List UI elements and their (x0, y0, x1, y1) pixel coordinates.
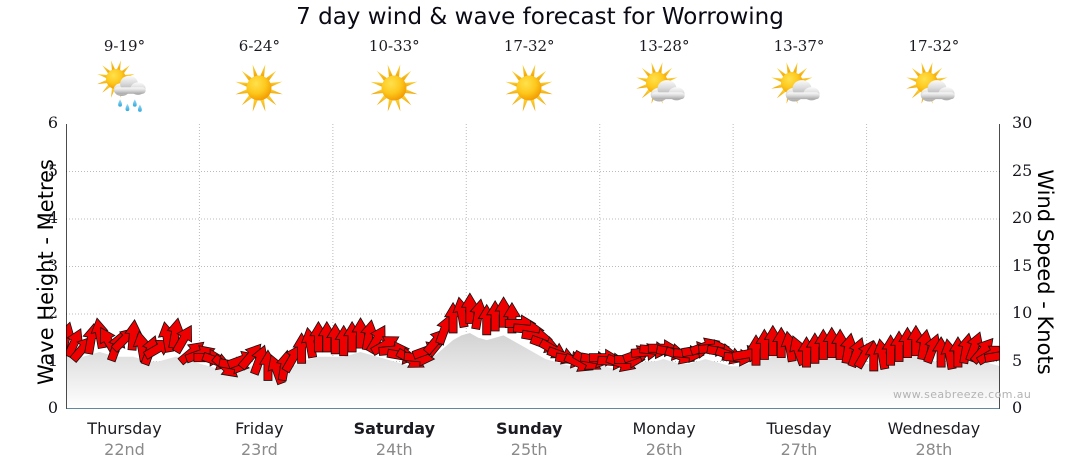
day-date: 26th (645, 440, 683, 459)
day-label-saturday: Saturday 24th (327, 418, 462, 461)
day-date: 22nd (104, 440, 145, 459)
sun-cloud-icon (629, 57, 699, 119)
day-temperature-range: 17-32° (503, 37, 555, 55)
day-date: 24th (375, 440, 413, 459)
day-header-strip: 9-19° 6-24° (57, 38, 1001, 124)
day-date: 25th (510, 440, 548, 459)
sun-icon (359, 57, 429, 119)
day-label-wednesday: Wednesday 28th (866, 418, 1001, 461)
wave-height-area (66, 333, 1000, 409)
day-name: Friday (235, 419, 284, 438)
day-date: 23rd (240, 440, 278, 459)
day-temperature-range: 10-33° (368, 37, 420, 55)
day-name: Thursday (87, 419, 162, 438)
day-date: 27th (780, 440, 818, 459)
day-name: Tuesday (766, 419, 832, 438)
day-header-wednesday: 17-32° (866, 38, 1001, 124)
day-name: Sunday (495, 419, 563, 438)
day-temperature-range: 13-28° (638, 37, 690, 55)
day-temperature-range: 13-37° (773, 37, 825, 55)
day-header-tuesday: 13-37° (732, 38, 867, 124)
day-label-friday: Friday 23rd (192, 418, 327, 461)
wind-arrow (172, 324, 192, 355)
day-name: Saturday (353, 419, 436, 438)
day-footer-strip: Thursday 22nd Friday 23rd Saturday 24th Sunday… (57, 418, 1001, 470)
day-temperature-range: 17-32° (908, 37, 960, 55)
page-title: 7 day wind & wave forecast for Worrowing (296, 4, 784, 30)
wind-arrow-series (66, 292, 1000, 386)
sun-cloud-rain-icon (90, 57, 160, 119)
sun-cloud-icon (764, 57, 834, 119)
day-header-saturday: 10-33° (327, 38, 462, 124)
day-header-friday: 6-24° (192, 38, 327, 124)
sun-icon (224, 57, 294, 119)
forecast-plot-svg (66, 124, 1000, 409)
day-name: Monday (632, 419, 696, 438)
plot-area (66, 124, 1000, 409)
sun-icon (494, 57, 564, 119)
day-label-sunday: Sunday 25th (462, 418, 597, 461)
day-temperature-range: 9-19° (103, 37, 146, 55)
wind-arrow (502, 301, 522, 334)
day-label-tuesday: Tuesday 27th (732, 418, 867, 461)
day-label-thursday: Thursday 22nd (57, 418, 192, 461)
day-header-thursday: 9-19° (57, 38, 192, 124)
day-header-monday: 13-28° (597, 38, 732, 124)
day-date: 28th (915, 440, 953, 459)
right-axis-title: Wind Speed - Knots (1033, 169, 1057, 375)
wave-height-fill (66, 333, 1000, 409)
day-header-sunday: 17-32° (462, 38, 597, 124)
left-axis-title: Wave Height - Metres (34, 159, 58, 385)
day-temperature-range: 6-24° (238, 37, 280, 55)
day-name: Wednesday (887, 419, 981, 438)
sun-cloud-icon (899, 57, 969, 119)
day-label-monday: Monday 26th (597, 418, 732, 461)
seabreeze-watermark: www.seabreeze.com.au (893, 388, 1032, 401)
